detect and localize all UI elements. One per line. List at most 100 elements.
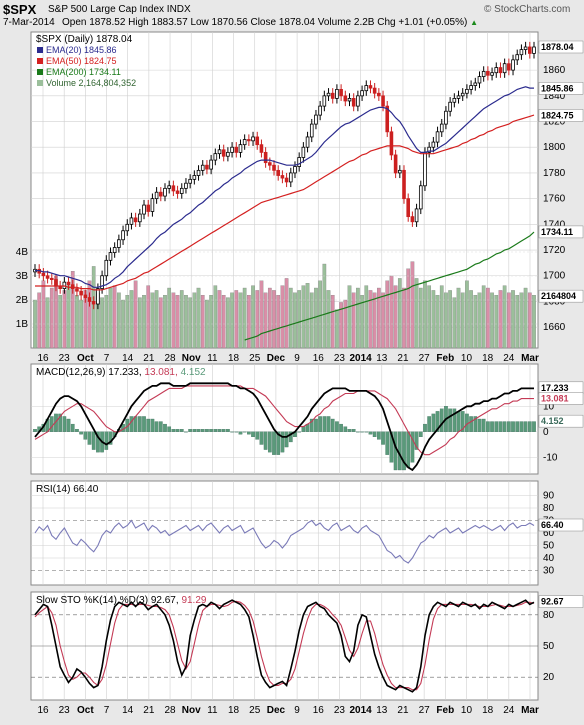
volume-bar: [45, 297, 50, 349]
price-candle-body: [259, 144, 264, 153]
top-xtick-18: 18: [228, 353, 240, 364]
macd-legend-part-2: 13.081,: [144, 367, 180, 378]
macd-histogram-bar: [448, 408, 452, 432]
volume-bar: [377, 287, 381, 349]
volume-bar: [284, 278, 289, 349]
price-candle-body: [343, 95, 348, 102]
signal-last-tag: 13.081: [541, 393, 569, 403]
volume-bar: [318, 280, 322, 349]
volume-bar: [66, 285, 71, 349]
price-candle-body: [335, 89, 339, 99]
price-candle-body: [163, 187, 167, 197]
price-candle-body: [276, 169, 281, 176]
macd-histogram-bar: [309, 418, 314, 432]
top-xtick-Oct: Oct: [77, 353, 94, 364]
volume-last-tag: 2164804: [541, 291, 576, 301]
volume-bar: [154, 290, 159, 349]
volume-bar: [330, 295, 335, 349]
macd-histogram-bar: [418, 431, 423, 437]
top-xtick-Dec: Dec: [267, 353, 286, 364]
price-candle-body: [511, 59, 515, 71]
volume-bar: [129, 290, 134, 349]
ema50-last-tag-box: [538, 109, 584, 122]
macd-histogram-bar: [205, 429, 209, 432]
sto-legend-part-1: 92.67,: [151, 595, 182, 606]
price-line-ema200: [244, 231, 535, 341]
volume-bar: [58, 295, 62, 349]
macd-histogram-bar: [209, 429, 213, 432]
volume-bar: [104, 295, 109, 349]
rsi-line: [34, 519, 535, 564]
macd-ytick--10: -10: [543, 452, 558, 463]
volume-bar: [402, 287, 406, 349]
bottom-xtick-23: 23: [59, 705, 71, 716]
header-chg-arrow: ▲: [470, 18, 479, 27]
macd-histogram-bar: [469, 416, 473, 432]
top-xtick-28: 28: [164, 353, 176, 364]
macd-histogram-bar: [62, 416, 67, 432]
volume-bar: [397, 278, 402, 349]
price-candle-body: [234, 146, 239, 153]
macd-histogram-bar: [184, 431, 188, 433]
volume-bar: [142, 295, 146, 349]
volume-bar: [247, 295, 251, 349]
price-candle-body: [146, 204, 151, 212]
bottom-xtick-Mar: Mar: [521, 705, 539, 716]
bottom-xtick-Nov: Nov: [182, 705, 201, 716]
macd-histogram-bar: [435, 411, 440, 432]
price-candle-body: [221, 149, 226, 157]
macd-ytick-0: 0: [543, 427, 549, 438]
macd-histogram-bar: [226, 429, 230, 432]
volume-bar: [494, 295, 499, 349]
price-candle-body: [142, 204, 146, 215]
bottom-xtick-11: 11: [207, 705, 218, 716]
volume-bar: [498, 290, 503, 349]
volume-bar: [502, 285, 507, 349]
price-candle-body: [188, 178, 192, 184]
price-candle-body: [377, 92, 381, 97]
price-candle-body: [104, 259, 109, 277]
volume-bar: [167, 287, 172, 349]
price-legend-ema20: EMA(20) 1845.86: [46, 45, 117, 55]
price-candle-body: [133, 217, 138, 223]
price-legend-ema200: EMA(200) 1734.11: [46, 67, 121, 77]
macd-histogram-bar: [276, 431, 281, 455]
volume-bar: [322, 263, 327, 349]
volume-bar: [473, 295, 478, 349]
sto-last-tag-box: [538, 595, 584, 608]
volume-bar: [100, 297, 104, 349]
price-candle-body: [200, 164, 205, 171]
volume-bar: [356, 287, 360, 349]
macd-histogram-bar: [385, 431, 390, 455]
rsi-ytick-40: 40: [543, 553, 555, 564]
macd-histogram-bar: [213, 429, 218, 432]
price-candle-body: [87, 297, 92, 302]
top-xtick-21: 21: [397, 353, 409, 364]
price-candle-body: [519, 49, 524, 56]
macd-histogram-bar: [75, 429, 79, 432]
volume-bar: [221, 295, 226, 349]
macd-histogram-bar: [356, 431, 360, 433]
macd-histogram-bar: [477, 418, 482, 432]
price-ytick-1860: 1860: [543, 65, 566, 76]
top-xtick-23: 23: [59, 353, 71, 364]
macd-histogram-bar: [142, 416, 146, 432]
price-candle-body: [117, 239, 121, 248]
price-candle-body: [507, 63, 511, 71]
price-candle-body: [263, 151, 268, 164]
macd-histogram-bar: [502, 421, 507, 432]
volume-bar: [255, 290, 260, 349]
price-candle-body: [381, 95, 385, 107]
price-candle-body: [100, 275, 104, 289]
volume-bar: [448, 290, 452, 349]
macd-histogram-bar: [515, 421, 520, 432]
price-candle-body: [528, 46, 532, 54]
macd-legend: MACD(12,26,9) 17.233, 13.081, 4.152: [36, 367, 206, 378]
bottom-xtick-21: 21: [143, 705, 155, 716]
volume-bar: [226, 297, 230, 349]
macd-histogram-bar: [104, 431, 109, 450]
header-quote-values: Open 1878.52 High 1883.57 Low 1870.56 Cl…: [62, 17, 468, 28]
price-candle-body: [62, 281, 67, 289]
volume-bar: [532, 295, 536, 349]
